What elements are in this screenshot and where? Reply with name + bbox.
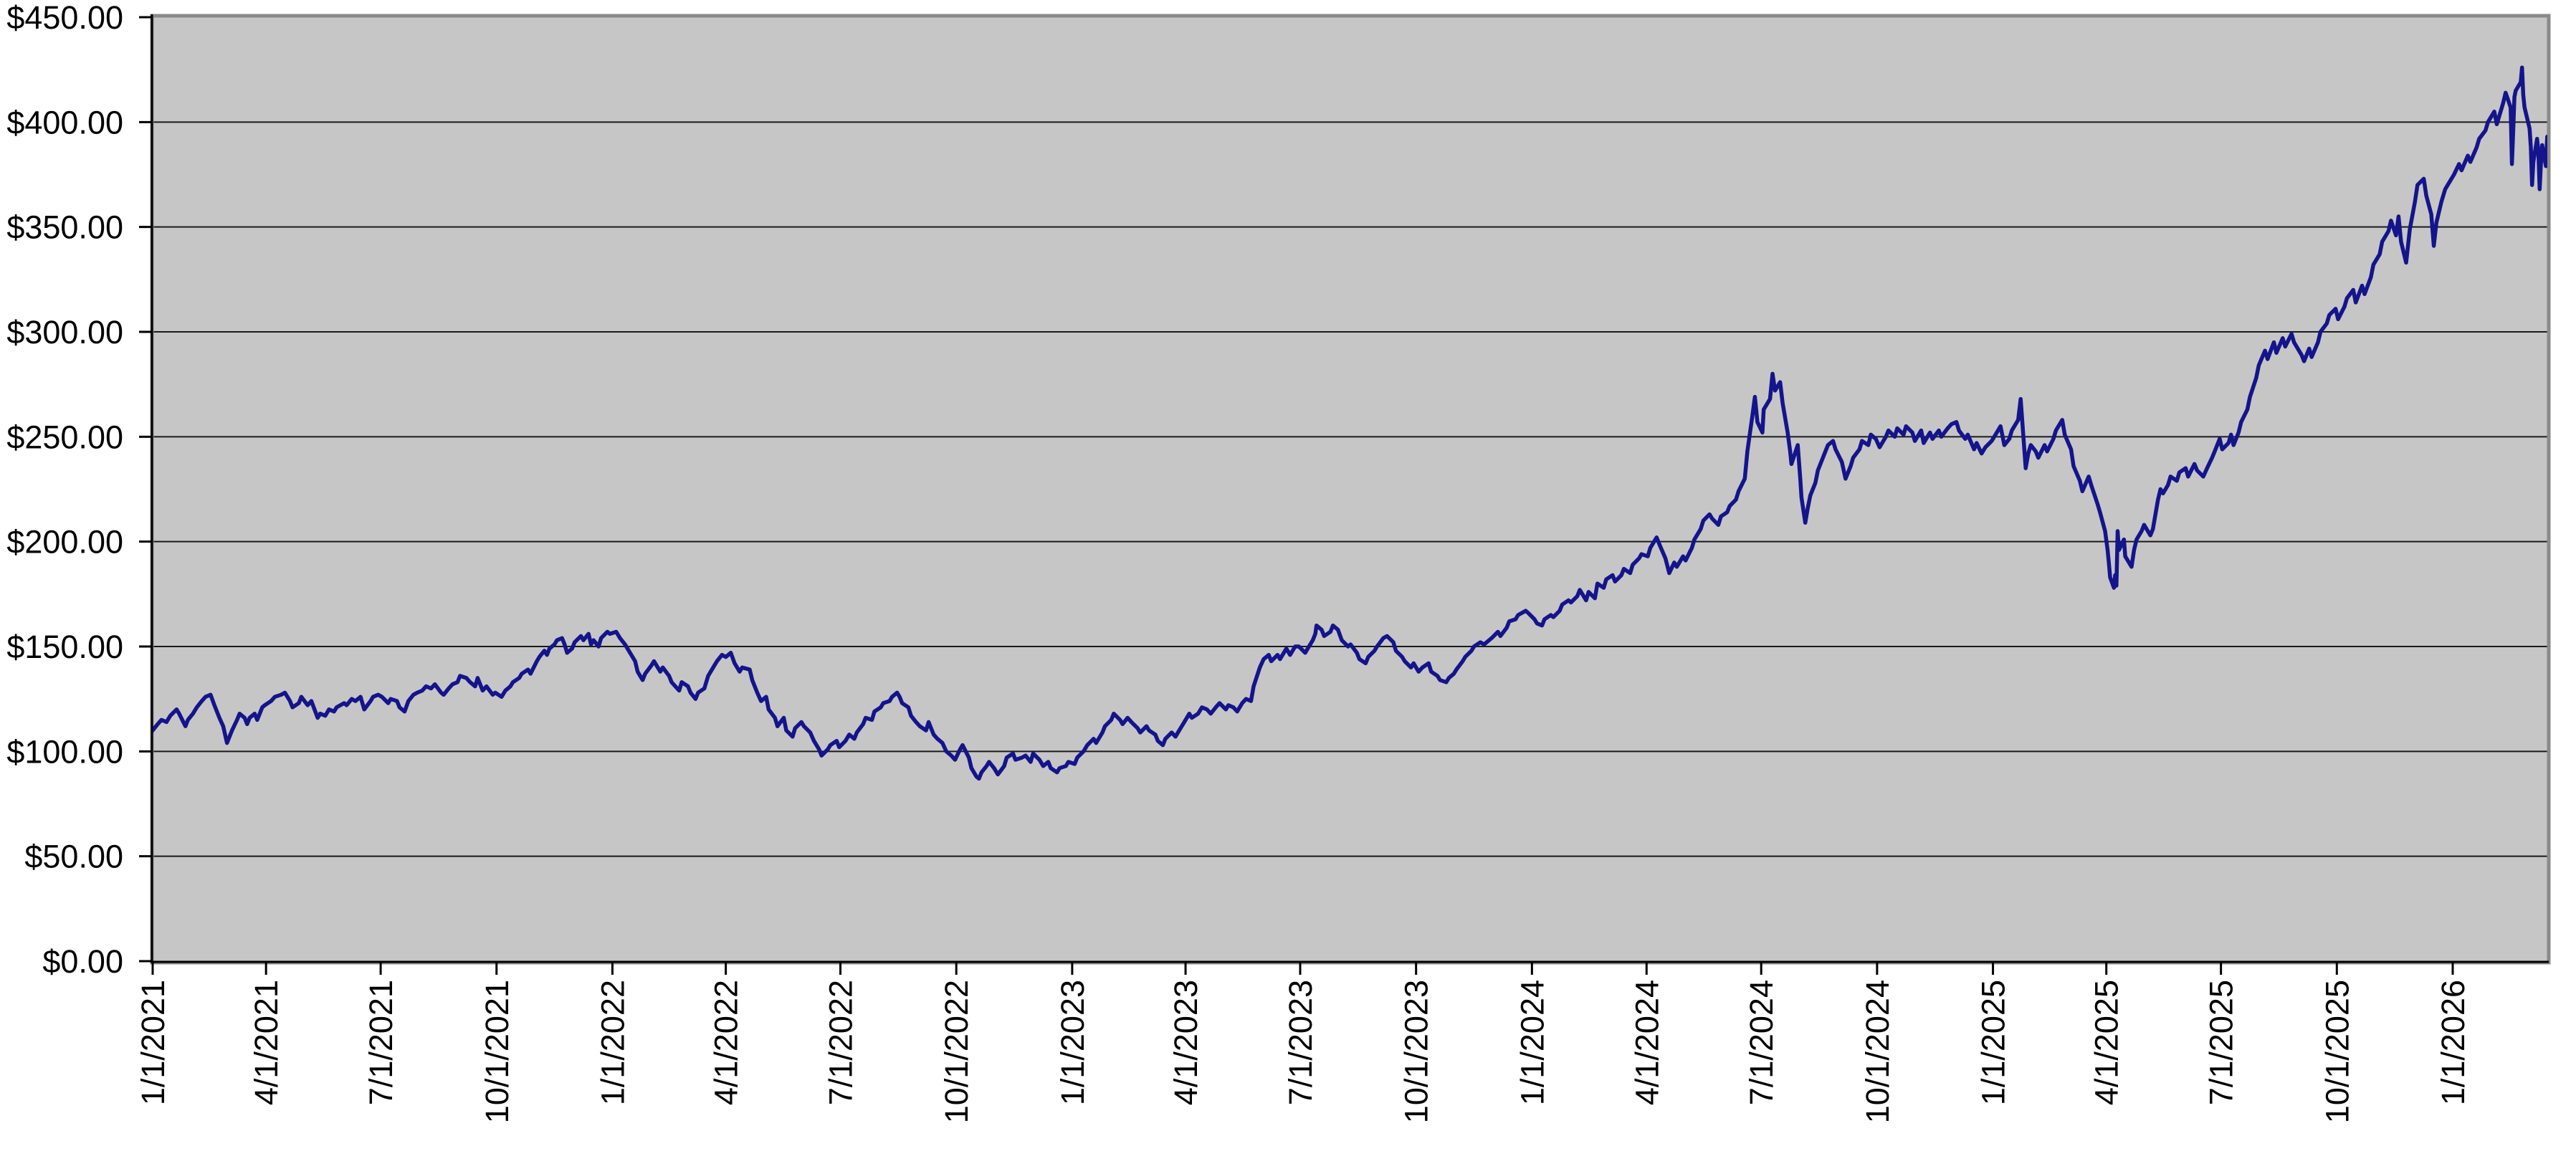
y-axis-label: $400.00 xyxy=(6,104,123,140)
x-axis-label: 7/1/2024 xyxy=(1743,980,1780,1105)
y-axis-label: $0.00 xyxy=(42,943,123,980)
y-axis-label: $250.00 xyxy=(6,419,123,455)
y-axis-label: $200.00 xyxy=(6,524,123,560)
x-axis-label: 1/1/2026 xyxy=(2435,980,2471,1105)
y-axis-label: $150.00 xyxy=(6,629,123,665)
x-axis-label: 4/1/2024 xyxy=(1628,980,1665,1105)
y-axis-label: $50.00 xyxy=(24,839,123,875)
x-axis-label: 7/1/2023 xyxy=(1282,980,1319,1105)
x-axis-label: 10/1/2024 xyxy=(1859,980,1896,1123)
x-axis-label: 10/1/2025 xyxy=(2319,980,2355,1123)
x-axis-label: 1/1/2025 xyxy=(1975,980,2012,1105)
x-axis-label: 1/1/2024 xyxy=(1514,980,1550,1105)
x-axis-label: 1/1/2021 xyxy=(135,980,171,1105)
x-axis-label: 4/1/2021 xyxy=(248,980,285,1105)
x-axis-label: 10/1/2023 xyxy=(1398,980,1435,1123)
x-axis-label: 1/1/2023 xyxy=(1054,980,1091,1105)
x-axis-label: 7/1/2025 xyxy=(2203,980,2240,1105)
y-axis-label: $300.00 xyxy=(6,314,123,350)
x-axis-label: 4/1/2023 xyxy=(1168,980,1204,1105)
y-axis-label: $100.00 xyxy=(6,733,123,770)
x-axis-label: 4/1/2025 xyxy=(2089,980,2125,1105)
x-axis-label: 7/1/2021 xyxy=(363,980,399,1105)
y-axis-label: $350.00 xyxy=(6,209,123,246)
x-axis-label: 10/1/2022 xyxy=(938,980,975,1123)
x-axis-label: 4/1/2022 xyxy=(708,980,745,1105)
x-axis-label: 1/1/2022 xyxy=(594,980,631,1105)
price-line-series xyxy=(153,65,2547,781)
x-axis-label: 7/1/2022 xyxy=(823,980,859,1105)
plot-area xyxy=(153,17,2547,961)
y-axis-label: $450.00 xyxy=(6,0,123,36)
x-axis-label: 10/1/2021 xyxy=(479,980,515,1123)
